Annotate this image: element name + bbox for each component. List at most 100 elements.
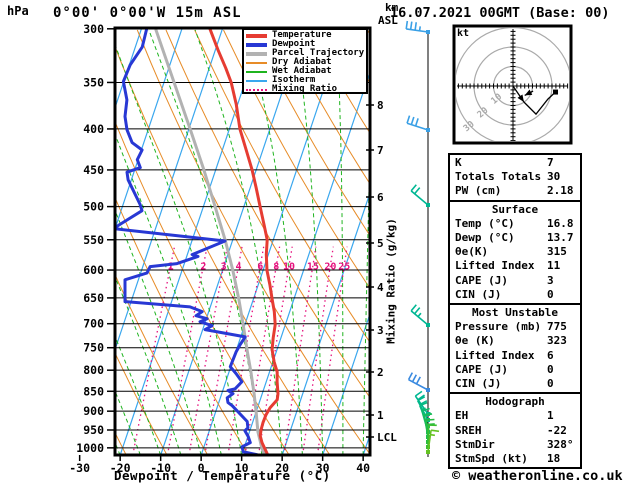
stats-row-label: CIN (J) [455, 377, 502, 391]
legend-line-sample [246, 51, 267, 56]
pressure-tick-label: 700 [83, 317, 104, 331]
stats-row-value: 18 [547, 452, 561, 466]
wind-barb [406, 115, 430, 132]
mixing-ratio-line [132, 246, 176, 454]
stats-row: θe (K) 323 [450, 334, 580, 348]
mixing-ratio-line [188, 246, 228, 454]
stats-box-header: Surface [491, 202, 539, 216]
isotherm-line [281, 193, 369, 454]
isotherm-line [116, 29, 142, 107]
stats-row-value: 6 [547, 348, 554, 362]
isotherm-line [160, 29, 304, 454]
run-datetime: 16.07.2021 00GMT (Base: 00) [390, 5, 610, 21]
legend-item: Mixing Ratio [246, 85, 366, 94]
dry-adiabat-line [280, 29, 369, 184]
legend-item: Isotherm [246, 76, 366, 85]
km-tick-label: 2 [377, 366, 384, 379]
dry-adiabat-line [0, 30, 86, 455]
wind-barb [410, 184, 430, 207]
isotherm-line [0, 28, 61, 455]
legend-item: Temperature [246, 31, 366, 40]
stats-box: Most Unstable Pressure (mb) 775 θe (K) 323 Li… [448, 303, 582, 395]
km-tick-label: 3 [377, 324, 384, 337]
stats-row: Dewp (°C) 13.7 [450, 231, 580, 245]
stats-row-value: -22 [547, 423, 567, 437]
mixing-ratio-line [302, 246, 334, 454]
hodograph-ring-label: 10 [490, 92, 505, 107]
stats-row-label: θe(K) [455, 245, 489, 259]
isotherm-line [200, 29, 345, 454]
legend-item-label: Parcel Trajectory [272, 48, 365, 58]
legend-line-sample [246, 61, 267, 64]
mixing-ratio-value: 15 [307, 262, 319, 273]
stats-row-label: Dewp (°C) [455, 231, 515, 245]
stats-row-label: θe (K) [455, 334, 495, 348]
dry-adiabat-line [251, 29, 369, 236]
stats-row-value: 16.8 [547, 216, 574, 230]
isotherm-line [241, 72, 369, 454]
mixing-ratio-value: 2 [200, 262, 206, 273]
temp-tick-label: -30 [69, 461, 90, 475]
plot-grid: 1 2 3 4 6 8 10 15 20 25 [0, 28, 369, 455]
isotherm-line [119, 29, 264, 454]
stats-row-label: CIN (J) [455, 287, 502, 301]
legend-line-sample [246, 42, 267, 47]
isotherm-line [0, 28, 20, 455]
pressure-tick-label: 350 [83, 75, 104, 89]
stats-row-label: StmDir [455, 437, 495, 451]
stats-box-header: Most Unstable [471, 306, 559, 320]
stats-row-value: 30 [547, 170, 561, 184]
page-title: 0°00' 0°00'W 15m ASL [53, 5, 242, 21]
mixing-ratio-line [316, 246, 348, 454]
km-tick-label: 1 [377, 409, 384, 422]
mixing-ratio-line [167, 246, 208, 454]
stats-row: Lifted Index 6 [450, 349, 580, 363]
mixing-ratio-line [204, 246, 243, 454]
stats-row-value: 0 [547, 377, 554, 391]
legend-item-label: Temperature [272, 30, 332, 40]
wind-barb [407, 372, 430, 392]
pressure-tick-label: 750 [83, 341, 104, 355]
pressure-tick-label: 850 [83, 384, 104, 398]
stats-box: Surface Temp (°C) 16.8 Dewp (°C) 13.7 θe(K) 31… [448, 199, 582, 306]
stats-row-value: 7 [547, 156, 554, 169]
stats-row: SREH -22 [450, 424, 580, 438]
stats-row-label: Pressure (mb) [455, 320, 542, 334]
stats-row-label: Temp (°C) [455, 216, 515, 230]
stats-row: CAPE (J) 0 [450, 363, 580, 377]
temp-tick-label: 40 [356, 461, 370, 475]
legend-item: Parcel Trajectory [246, 49, 366, 58]
pressure-tick-label: 900 [83, 404, 104, 418]
wind-barb-dot [426, 30, 430, 34]
pressure-tick-label: 450 [83, 163, 104, 177]
legend-item-label: Mixing Ratio [272, 84, 338, 94]
stats-box: Hodograph EH 1 SREH -22 StmDir 328° StmSpd (kt)… [448, 392, 582, 470]
stats-row-value: 323 [547, 334, 567, 348]
dewpoint-curve [116, 29, 259, 454]
isotherm-line [322, 314, 369, 454]
stats-row: CAPE (J) 3 [450, 274, 580, 288]
pressure-tick-label: 800 [83, 363, 104, 377]
temp-tick-label: 10 [235, 461, 249, 475]
km-tick-label: 5 [377, 237, 384, 250]
stats-box: K 7 Totals Totals 30 PW (cm) 2.18 [448, 153, 582, 202]
mixing-ratio-value: 6 [257, 262, 263, 273]
pressure-axis-unit: hPa [7, 4, 29, 18]
hodograph-unit: kt [457, 28, 470, 39]
mixing-ratio-value: 10 [283, 262, 295, 273]
km-tick-label: 6 [377, 191, 384, 204]
legend-item: Dry Adiabat [246, 58, 366, 67]
stats-row-label: K [455, 156, 462, 169]
pressure-tick-label: 400 [83, 122, 104, 136]
legend-line-sample [246, 70, 267, 73]
hodograph-arrowhead [517, 94, 524, 102]
stats-row: StmSpd (kt) 18 [450, 452, 580, 466]
stats-panel: K 7 Totals Totals 30 PW (cm) 2.18 Surface Temp … [448, 153, 582, 470]
temperature-curve [208, 29, 280, 454]
mixing-ratio-line [227, 246, 265, 454]
dry-adiabat-line [194, 29, 369, 342]
stats-row: EH 1 [450, 409, 580, 423]
wind-barb-dot [426, 128, 430, 132]
legend-item-label: Dewpoint [272, 39, 316, 49]
